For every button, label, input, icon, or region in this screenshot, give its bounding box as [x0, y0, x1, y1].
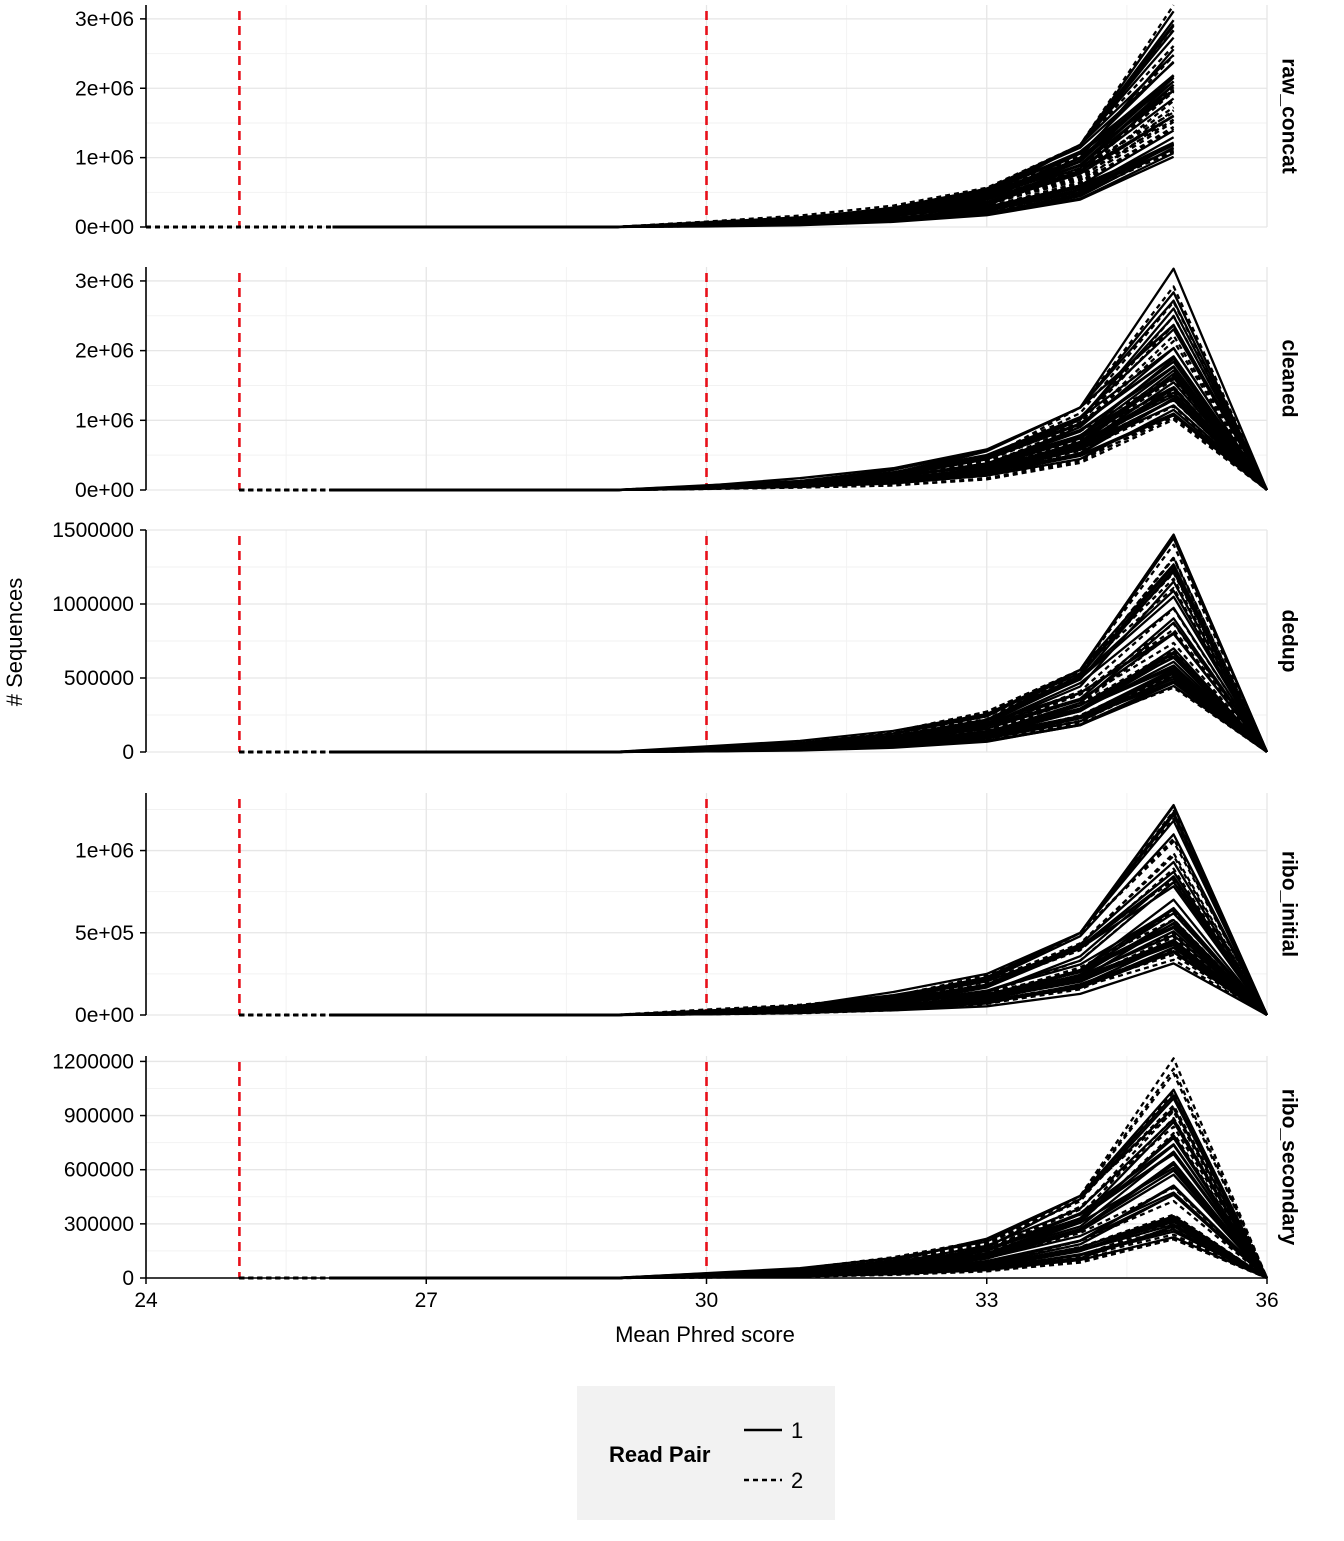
series-line: [146, 150, 1175, 229]
x-tick-label: 27: [415, 1289, 438, 1312]
facet-strip-label: ribo_initial: [1277, 851, 1300, 957]
series-line: [332, 142, 1175, 229]
series-line: [239, 314, 1269, 492]
y-tick-label: 600000: [64, 1159, 134, 1182]
series-line: [239, 557, 1269, 754]
facet-panels: 0e+00 1e+06 2e+06 3e+06 raw_concat 0e+00 1e+06…: [52, 4, 1300, 1290]
legend-background: [577, 1386, 835, 1520]
legend-label-1: 1: [791, 1418, 803, 1443]
y-tick-label: 300000: [64, 1213, 134, 1236]
series-line: [332, 813, 1269, 1017]
y-tick-label: 1e+06: [75, 840, 134, 863]
series-lines: [239, 1057, 1269, 1280]
series-lines: [239, 267, 1269, 492]
series-line: [332, 143, 1175, 229]
y-axis-title: # Sequences: [2, 578, 27, 706]
legend-title: Read Pair: [609, 1442, 711, 1467]
series-line: [239, 854, 1268, 1017]
y-tick-label: 0: [122, 741, 134, 764]
series-line: [239, 315, 1269, 492]
facet-panel-dedup: 0 500000 1000000 1500000 dedup: [52, 519, 1300, 764]
facet-panel-ribo_secondary: 0 300000 600000 900000 1200000 ribo_secondary: [52, 1050, 1300, 1290]
legend: Read Pair 1 2: [577, 1386, 835, 1520]
y-tick-label: 5e+05: [75, 922, 134, 945]
y-tick-label: 900000: [64, 1105, 134, 1128]
y-tick-label: 0e+00: [75, 216, 134, 239]
facet-panel-cleaned: 0e+00 1e+06 2e+06 3e+06 cleaned: [75, 267, 1300, 502]
y-tick-label: 3e+06: [75, 8, 134, 31]
facet-strip-label: raw_concat: [1277, 58, 1300, 174]
y-tick-label: 1200000: [52, 1050, 134, 1073]
series-lines: [239, 803, 1269, 1017]
y-tick-label: 0e+00: [75, 1004, 134, 1027]
series-lines: [146, 4, 1175, 229]
x-axis: 24 27 30 33 36: [134, 1277, 1279, 1312]
series-line: [239, 686, 1268, 754]
y-tick-label: 2e+06: [75, 340, 134, 363]
x-tick-label: 30: [695, 1289, 718, 1312]
y-tick-label: 3e+06: [75, 270, 134, 293]
y-tick-label: 1e+06: [75, 147, 134, 170]
series-line: [239, 393, 1268, 492]
facet-strip-label: dedup: [1277, 610, 1300, 673]
x-tick-label: 36: [1255, 1289, 1278, 1312]
series-line: [239, 556, 1269, 754]
y-tick-label: 1e+06: [75, 409, 134, 432]
y-tick-label: 1000000: [52, 593, 134, 616]
series-line: [332, 299, 1269, 492]
legend-label-2: 2: [791, 1468, 803, 1493]
y-tick-label: 0: [122, 1267, 134, 1290]
facet-strip-label: cleaned: [1277, 339, 1300, 417]
series-line: [239, 577, 1269, 754]
y-tick-label: 0e+00: [75, 479, 134, 502]
series-line: [239, 556, 1269, 754]
facet-panel-raw_concat: 0e+00 1e+06 2e+06 3e+06 raw_concat: [75, 4, 1300, 239]
x-tick-label: 33: [975, 1289, 998, 1312]
x-axis-title: Mean Phred score: [615, 1322, 795, 1347]
y-tick-label: 500000: [64, 667, 134, 690]
y-tick-label: 2e+06: [75, 77, 134, 100]
series-line: [239, 285, 1269, 492]
series-line: [239, 641, 1268, 754]
x-tick-label: 24: [134, 1289, 158, 1312]
series-lines: [239, 533, 1269, 754]
y-tick-label: 1500000: [52, 519, 134, 542]
facet-panel-ribo_initial: 0e+00 5e+05 1e+06 ribo_initial: [75, 793, 1300, 1027]
series-line: [239, 909, 1268, 1017]
facet-strip-label: ribo_secondary: [1277, 1089, 1300, 1246]
